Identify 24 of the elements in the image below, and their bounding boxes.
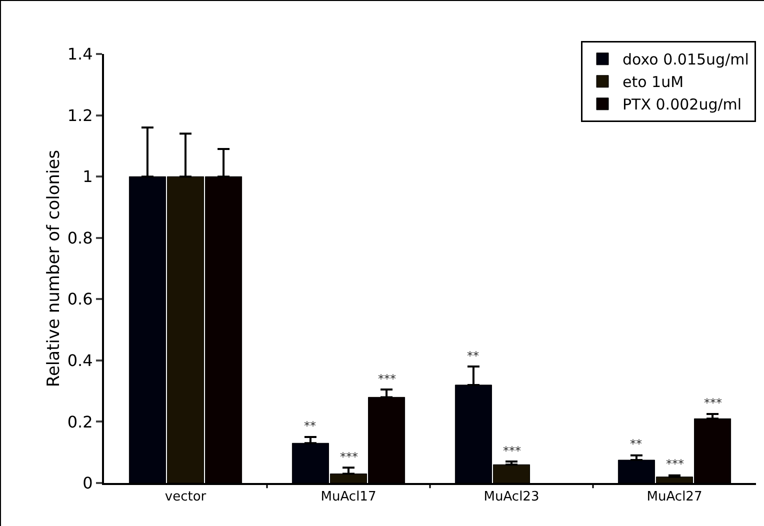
legend-label: PTX 0.002ug/ml xyxy=(622,96,742,114)
data-label: *** xyxy=(666,457,684,471)
y-tick-label: 1.2 xyxy=(67,106,93,125)
y-tick-label: 0.4 xyxy=(67,351,93,370)
data-label: *** xyxy=(340,450,358,464)
x-tick-label: vector xyxy=(164,490,207,505)
x-tick-label: MuAcl17 xyxy=(320,490,376,505)
y-tick-label: 0.8 xyxy=(67,228,93,248)
data-label: ** xyxy=(467,349,479,363)
data-label: ** xyxy=(304,419,316,433)
y-tick-label: 1 xyxy=(82,167,93,186)
y-axis-title: Relative number of colonies xyxy=(44,150,64,388)
x-tick-label: MuAcl27 xyxy=(646,490,702,505)
legend-label: doxo 0.015ug/ml xyxy=(622,50,749,69)
legend-label: eto 1uM xyxy=(622,73,684,92)
y-tick-label: 0.2 xyxy=(67,412,93,432)
x-tick-label: MuAcl23 xyxy=(484,490,540,505)
data-label: *** xyxy=(378,372,396,386)
data-label: *** xyxy=(503,444,521,458)
y-tick-label: 0.6 xyxy=(67,290,93,309)
y-tick-label: 0 xyxy=(82,474,93,493)
y-tick-label: 1.4 xyxy=(67,44,93,64)
data-label: *** xyxy=(704,396,722,410)
data-label: ** xyxy=(630,437,642,451)
